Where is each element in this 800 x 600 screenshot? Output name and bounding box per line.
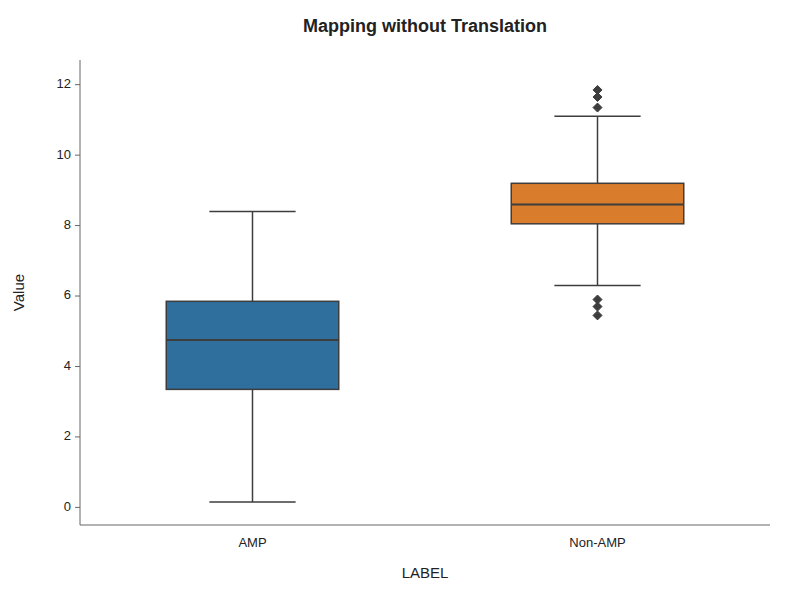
y-axis-label: Value	[10, 274, 27, 311]
flier	[593, 311, 602, 320]
x-tick-label: AMP	[238, 535, 266, 550]
cap-low	[209, 501, 295, 503]
flier	[593, 103, 602, 112]
y-tick-label: 10	[57, 147, 71, 162]
y-tick-label: 8	[64, 217, 71, 232]
flier	[593, 295, 602, 304]
median	[511, 203, 684, 205]
whisker-high	[252, 211, 254, 301]
x-tick-label: Non-AMP	[569, 535, 625, 550]
page: {"chart_data": {"type": "box", "title": …	[0, 0, 800, 600]
y-tick	[75, 366, 80, 367]
whisker-low	[252, 389, 254, 502]
y-tick-label: 2	[64, 428, 71, 443]
y-tick	[75, 225, 80, 226]
x-axis-label: LABEL	[402, 564, 449, 581]
box	[166, 301, 339, 389]
plot-area	[166, 85, 684, 502]
box	[511, 183, 684, 224]
y-tick	[75, 84, 80, 85]
y-tick	[75, 155, 80, 156]
y-tick-label: 0	[64, 499, 71, 514]
whisker-low	[597, 224, 599, 286]
cap-high	[554, 116, 640, 118]
whisker-high	[597, 116, 599, 183]
y-axis-line	[80, 60, 81, 525]
title: Mapping without Translation	[303, 16, 547, 36]
box-group	[511, 85, 684, 319]
y-tick	[75, 507, 80, 508]
chart: 0 2 4 6 8 10 12 AMP Non-AMP Mapping without Trans…	[0, 0, 800, 600]
flier	[593, 85, 602, 94]
median	[166, 339, 339, 341]
y-tick	[75, 436, 80, 437]
y-tick-label: 6	[64, 287, 71, 302]
y-tick	[75, 296, 80, 297]
cap-low	[554, 285, 640, 287]
x-axis-line	[80, 525, 770, 526]
y-tick-label: 12	[57, 76, 71, 91]
box-group	[166, 211, 339, 502]
y-tick-label: 4	[64, 358, 71, 373]
cap-high	[209, 211, 295, 213]
